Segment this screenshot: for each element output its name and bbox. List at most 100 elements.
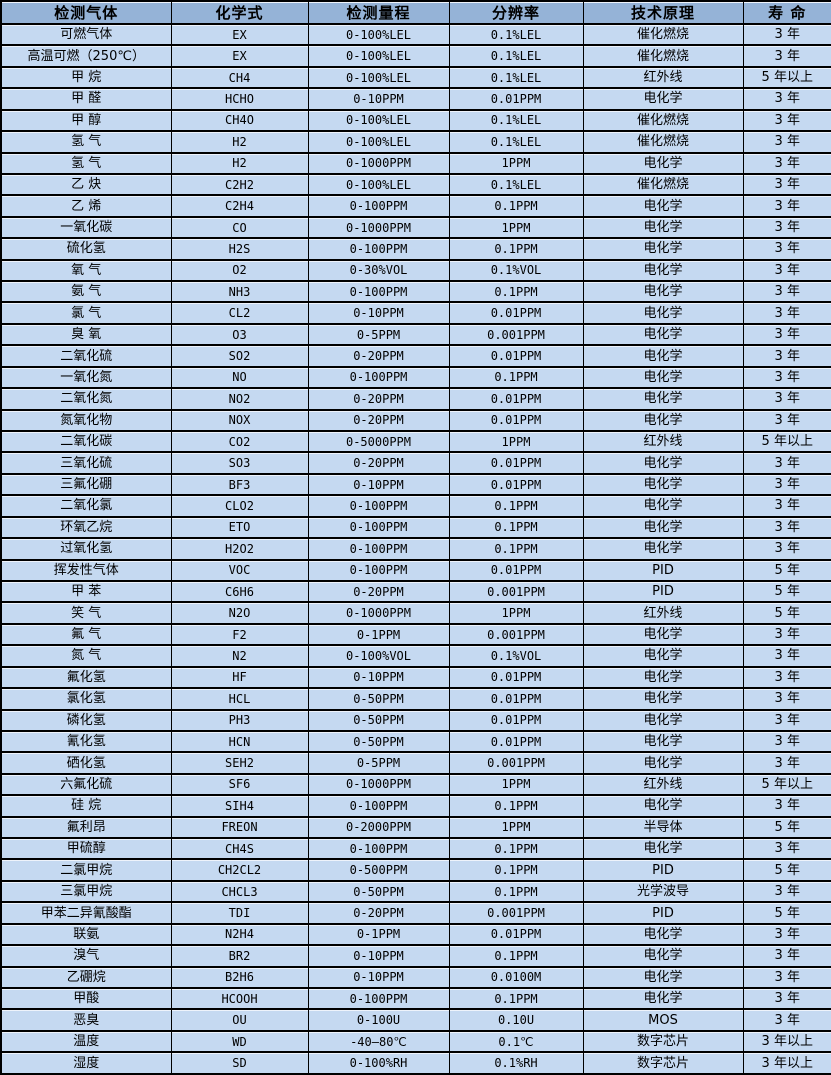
cell-range: 0-100PPM xyxy=(307,986,449,1010)
cell-gas: 硫化氢 xyxy=(1,237,171,260)
cell-principle: 红外线 xyxy=(582,601,743,624)
cell-range: 0-500PPM xyxy=(307,858,449,881)
cell-formula: CO2 xyxy=(170,429,308,453)
cell-gas: 二氯甲烷 xyxy=(1,858,171,881)
cell-principle: 催化燃烧 xyxy=(582,130,743,153)
table-row: 联氨 N2H4 0-1PPM 0.01PPM 电化学 3 年 xyxy=(1,922,831,946)
table-row: 恶臭 OU 0-100U 0.10U MOS 3 年 xyxy=(1,1008,831,1031)
cell-formula: HCN xyxy=(170,729,308,753)
cell-range: 0-10PPM xyxy=(307,472,449,496)
cell-gas: 甲 醛 xyxy=(1,87,171,110)
cell-lifespan: 3 年 xyxy=(742,729,831,753)
cell-lifespan: 5 年以上 xyxy=(742,772,831,796)
cell-formula: HCL xyxy=(170,687,308,710)
cell-principle: 催化燃烧 xyxy=(582,108,743,132)
cell-range: 0-100PPM xyxy=(307,537,449,560)
table-row: 温度 WD -40—80℃ 0.1℃ 数字芯片 3 年以上 xyxy=(1,1029,831,1053)
cell-resolution: 1PPM xyxy=(448,151,583,174)
cell-lifespan: 3 年 xyxy=(742,986,831,1010)
cell-resolution: 1PPM xyxy=(448,429,583,453)
table-row: 笑 气 N2O 0-1000PPM 1PPM 红外线 5 年 xyxy=(1,601,831,624)
cell-range: 0-100PPM xyxy=(307,837,449,860)
cell-gas: 氮 气 xyxy=(1,644,171,667)
cell-formula: SO3 xyxy=(170,451,308,474)
table-row: 甲硫醇 CH4S 0-100PPM 0.1PPM 电化学 3 年 xyxy=(1,837,831,860)
cell-resolution: 0.01PPM xyxy=(448,708,583,731)
cell-formula: CH4 xyxy=(170,65,308,89)
cell-gas: 氰化氢 xyxy=(1,729,171,753)
cell-lifespan: 3 年 xyxy=(742,451,831,474)
cell-resolution: 0.1PPM xyxy=(448,280,583,303)
table-row: 甲 苯 C6H6 0-20PPM 0.001PPM PID 5 年 xyxy=(1,579,831,603)
cell-principle: PID xyxy=(582,558,743,581)
cell-principle: 电化学 xyxy=(582,944,743,967)
cell-principle: 催化燃烧 xyxy=(582,172,743,196)
cell-gas: 联氨 xyxy=(1,922,171,946)
cell-resolution: 0.1PPM xyxy=(448,515,583,539)
table-row: 溴气 BR2 0-10PPM 0.1PPM 电化学 3 年 xyxy=(1,944,831,967)
cell-principle: 半导体 xyxy=(582,815,743,839)
cell-range: 0-100PPM xyxy=(307,237,449,260)
cell-gas: 臭 氧 xyxy=(1,322,171,346)
table-row: 甲酸 HCOOH 0-100PPM 0.1PPM 电化学 3 年 xyxy=(1,986,831,1010)
cell-lifespan: 3 年 xyxy=(742,879,831,903)
cell-principle: 电化学 xyxy=(582,344,743,367)
cell-range: 0-100PPM xyxy=(307,515,449,539)
cell-range: 0-1000PPM xyxy=(307,151,449,174)
cell-lifespan: 3 年 xyxy=(742,87,831,110)
cell-resolution: 0.1%VOL xyxy=(448,644,583,667)
cell-lifespan: 3 年 xyxy=(742,44,831,67)
cell-gas: 乙 炔 xyxy=(1,172,171,196)
cell-resolution: 0.1℃ xyxy=(448,1029,583,1053)
cell-formula: CH4O xyxy=(170,108,308,132)
cell-gas: 甲 醇 xyxy=(1,108,171,132)
table-row: 氢 气 H2 0-1000PPM 1PPM 电化学 3 年 xyxy=(1,151,831,174)
cell-range: 0-100%LEL xyxy=(307,172,449,196)
cell-gas: 环氧乙烷 xyxy=(1,515,171,539)
cell-formula: HF xyxy=(170,665,308,689)
cell-resolution: 0.1PPM xyxy=(448,837,583,860)
cell-resolution: 0.0100M xyxy=(448,965,583,988)
cell-lifespan: 3 年 xyxy=(742,794,831,817)
cell-principle: 电化学 xyxy=(582,365,743,389)
cell-gas: 三氧化硫 xyxy=(1,451,171,474)
cell-lifespan: 3 年以上 xyxy=(742,1029,831,1053)
cell-principle: 电化学 xyxy=(582,665,743,689)
table-row: 三氧化硫 SO3 0-20PPM 0.01PPM 电化学 3 年 xyxy=(1,451,831,474)
cell-formula: O3 xyxy=(170,322,308,346)
table-row: 湿度 SD 0-100%RH 0.1%RH 数字芯片 3 年以上 xyxy=(1,1051,831,1074)
cell-formula: OU xyxy=(170,1008,308,1031)
cell-lifespan: 3 年 xyxy=(742,408,831,432)
cell-gas: 磷化氢 xyxy=(1,708,171,731)
table-row: 氟 气 F2 0-1PPM 0.001PPM 电化学 3 年 xyxy=(1,622,831,646)
cell-resolution: 0.1%LEL xyxy=(448,44,583,67)
cell-formula: B2H6 xyxy=(170,965,308,988)
table-row: 硫化氢 H2S 0-100PPM 0.1PPM 电化学 3 年 xyxy=(1,237,831,260)
cell-range: 0-5PPM xyxy=(307,751,449,774)
cell-gas: 氮氧化物 xyxy=(1,408,171,432)
cell-resolution: 0.1%RH xyxy=(448,1051,583,1074)
cell-formula: F2 xyxy=(170,622,308,646)
cell-gas: 乙硼烷 xyxy=(1,965,171,988)
cell-formula: C6H6 xyxy=(170,579,308,603)
cell-resolution: 0.01PPM xyxy=(448,387,583,410)
table-row: 二氯甲烷 CH2CL2 0-500PPM 0.1PPM PID 5 年 xyxy=(1,858,831,881)
cell-formula: HCOOH xyxy=(170,986,308,1010)
cell-range: 0-100PPM xyxy=(307,194,449,217)
table-row: 二氧化硫 SO2 0-20PPM 0.01PPM 电化学 3 年 xyxy=(1,344,831,367)
table-row: 氯化氢 HCL 0-50PPM 0.01PPM 电化学 3 年 xyxy=(1,687,831,710)
cell-lifespan: 5 年以上 xyxy=(742,65,831,89)
cell-gas: 挥发性气体 xyxy=(1,558,171,581)
cell-range: 0-100%RH xyxy=(307,1051,449,1074)
cell-lifespan: 3 年 xyxy=(742,237,831,260)
table-row: 氟利昂 FREON 0-2000PPM 1PPM 半导体 5 年 xyxy=(1,815,831,839)
cell-principle: 电化学 xyxy=(582,537,743,560)
cell-formula: H2S xyxy=(170,237,308,260)
cell-resolution: 0.01PPM xyxy=(448,472,583,496)
cell-range: 0-20PPM xyxy=(307,901,449,924)
column-header-formula: 化学式 xyxy=(170,1,308,24)
cell-gas: 甲酸 xyxy=(1,986,171,1010)
cell-range: 0-5PPM xyxy=(307,322,449,346)
cell-resolution: 0.001PPM xyxy=(448,751,583,774)
